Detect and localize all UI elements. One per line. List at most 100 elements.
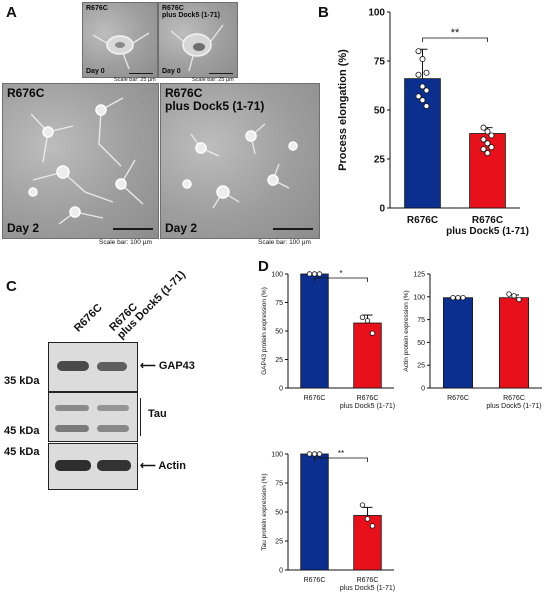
data-point bbox=[415, 71, 422, 78]
band bbox=[97, 405, 129, 411]
data-point bbox=[311, 451, 318, 457]
y-tick-label: 100 bbox=[271, 451, 283, 458]
y-tick-label: 25 bbox=[275, 357, 283, 364]
data-point bbox=[511, 293, 517, 299]
data-point bbox=[423, 87, 430, 94]
bar bbox=[353, 515, 382, 571]
micrograph-day-label: Day 2 bbox=[165, 221, 198, 236]
scale-bar bbox=[113, 228, 153, 230]
data-point bbox=[480, 136, 487, 143]
data-point bbox=[359, 314, 366, 321]
data-point bbox=[516, 296, 522, 303]
y-axis-label: GAP43 protein expression (%) bbox=[261, 287, 268, 375]
x-tick-label: R676C bbox=[304, 395, 326, 402]
scale-bar-label: Scale bar: 25 µm bbox=[114, 77, 156, 83]
chart-actin: 0 25 50 75 100 125 Actin protein expression (%… bbox=[403, 271, 542, 410]
data-point bbox=[364, 318, 371, 324]
band bbox=[97, 425, 129, 432]
y-tick-label: 25 bbox=[275, 538, 283, 545]
band bbox=[55, 460, 91, 471]
micrograph-day-label: Day 0 bbox=[162, 67, 181, 75]
bracket-line bbox=[140, 398, 141, 436]
blot-tau bbox=[48, 392, 138, 442]
y-tick-label: 75 bbox=[417, 317, 425, 324]
scale-bar bbox=[273, 228, 313, 230]
panel-label-d: D bbox=[258, 258, 269, 275]
data-point bbox=[369, 330, 376, 336]
marker-label: 45 kDa bbox=[4, 425, 40, 437]
y-axis-label: Process elongation (%) bbox=[337, 49, 349, 171]
micrograph-title: R676C plus Dock5 (1-71) bbox=[162, 5, 220, 20]
band bbox=[97, 460, 131, 471]
panel-label-a: A bbox=[6, 4, 17, 21]
band bbox=[55, 405, 89, 411]
y-tick-label: 100 bbox=[413, 294, 425, 301]
scale-bar-label: Scale bar: 25 µm bbox=[192, 77, 234, 83]
x-tick-label: R676C bbox=[357, 395, 379, 402]
x-tick-label: plus Dock5 (1-71) bbox=[446, 226, 529, 237]
data-point bbox=[419, 97, 426, 104]
band bbox=[55, 425, 89, 432]
data-point bbox=[450, 295, 456, 301]
bar bbox=[300, 453, 329, 571]
data-point bbox=[359, 502, 366, 508]
y-tick-label: 75 bbox=[275, 300, 283, 307]
chart-tau: 0 25 50 75 100 Tau protein expression (%) R676… bbox=[261, 449, 395, 592]
y-tick-label: 125 bbox=[413, 271, 425, 278]
y-tick-label: 0 bbox=[279, 385, 283, 392]
data-point bbox=[306, 271, 313, 277]
x-tick-label: R676C bbox=[447, 395, 469, 402]
data-point bbox=[311, 271, 318, 277]
y-tick-label: 25 bbox=[374, 155, 386, 166]
x-tick-label: R676C bbox=[357, 577, 379, 584]
band bbox=[97, 362, 127, 371]
y-tick-label: 50 bbox=[417, 340, 425, 347]
bar bbox=[353, 322, 382, 389]
y-tick-label: 50 bbox=[275, 328, 283, 335]
micrograph-day-label: Day 2 bbox=[7, 221, 40, 236]
data-point bbox=[484, 140, 491, 147]
data-point bbox=[306, 451, 313, 457]
micrograph-title: R676C plus Dock5 (1-71) bbox=[165, 86, 265, 113]
blot-actin bbox=[48, 443, 138, 490]
y-tick-label: 100 bbox=[368, 8, 385, 19]
marker-label: 35 kDa bbox=[4, 375, 40, 387]
y-axis-label: Tau protein expression (%) bbox=[261, 473, 268, 550]
data-point bbox=[488, 144, 495, 151]
x-tick-label: plus Dock5 (1-71) bbox=[486, 403, 541, 410]
lane-label-dock5: R676C plus Dock5 (1-71) bbox=[107, 268, 188, 342]
y-tick-label: 0 bbox=[279, 567, 283, 574]
x-tick-label: R676C bbox=[472, 215, 503, 226]
data-point bbox=[460, 295, 466, 301]
y-tick-label: 0 bbox=[379, 204, 385, 215]
x-tick-label: R676C bbox=[407, 215, 438, 226]
micrograph-dock5-day0: R676C plus Dock5 (1-71) Day 0 bbox=[158, 2, 238, 78]
data-point bbox=[364, 516, 371, 522]
x-tick-label: plus Dock5 (1-71) bbox=[340, 403, 395, 410]
blot-label-gap43: ⟵ GAP43 bbox=[140, 359, 195, 372]
y-tick-label: 75 bbox=[374, 57, 386, 68]
blot-lane-labels: R676C R676C plus Dock5 (1-71) bbox=[62, 269, 262, 342]
data-point bbox=[484, 128, 491, 135]
data-point bbox=[415, 48, 422, 55]
data-point bbox=[455, 295, 461, 301]
y-tick-label: 50 bbox=[374, 106, 386, 117]
y-tick-label: 75 bbox=[275, 480, 283, 487]
chart-process-elongation: 0 25 50 75 100 Process elongation (%) R676C R67… bbox=[337, 8, 529, 238]
micrograph-day-label: Day 0 bbox=[86, 67, 105, 75]
micrograph-r676c-day0: R676C Day 0 bbox=[82, 2, 158, 78]
y-tick-label: 25 bbox=[417, 363, 425, 370]
x-tick-label: R676C bbox=[304, 577, 326, 584]
band-name: GAP43 bbox=[158, 360, 195, 372]
data-point bbox=[488, 132, 495, 139]
data-point bbox=[419, 56, 426, 63]
data-point bbox=[480, 124, 487, 131]
data-point bbox=[484, 150, 491, 157]
bar bbox=[300, 273, 329, 389]
arrow-left-icon: ⟵ bbox=[140, 460, 159, 472]
blot-label-tau: Tau bbox=[148, 408, 167, 420]
y-tick-label: 0 bbox=[421, 385, 425, 392]
micrograph-r676c-day2: R676C Day 2 bbox=[2, 83, 159, 239]
micrograph-dock5-day2: R676C plus Dock5 (1-71) Day 2 bbox=[160, 83, 320, 239]
chart-gap43: 0 25 50 75 100 GAP43 protein expression (%) R6… bbox=[261, 269, 395, 410]
